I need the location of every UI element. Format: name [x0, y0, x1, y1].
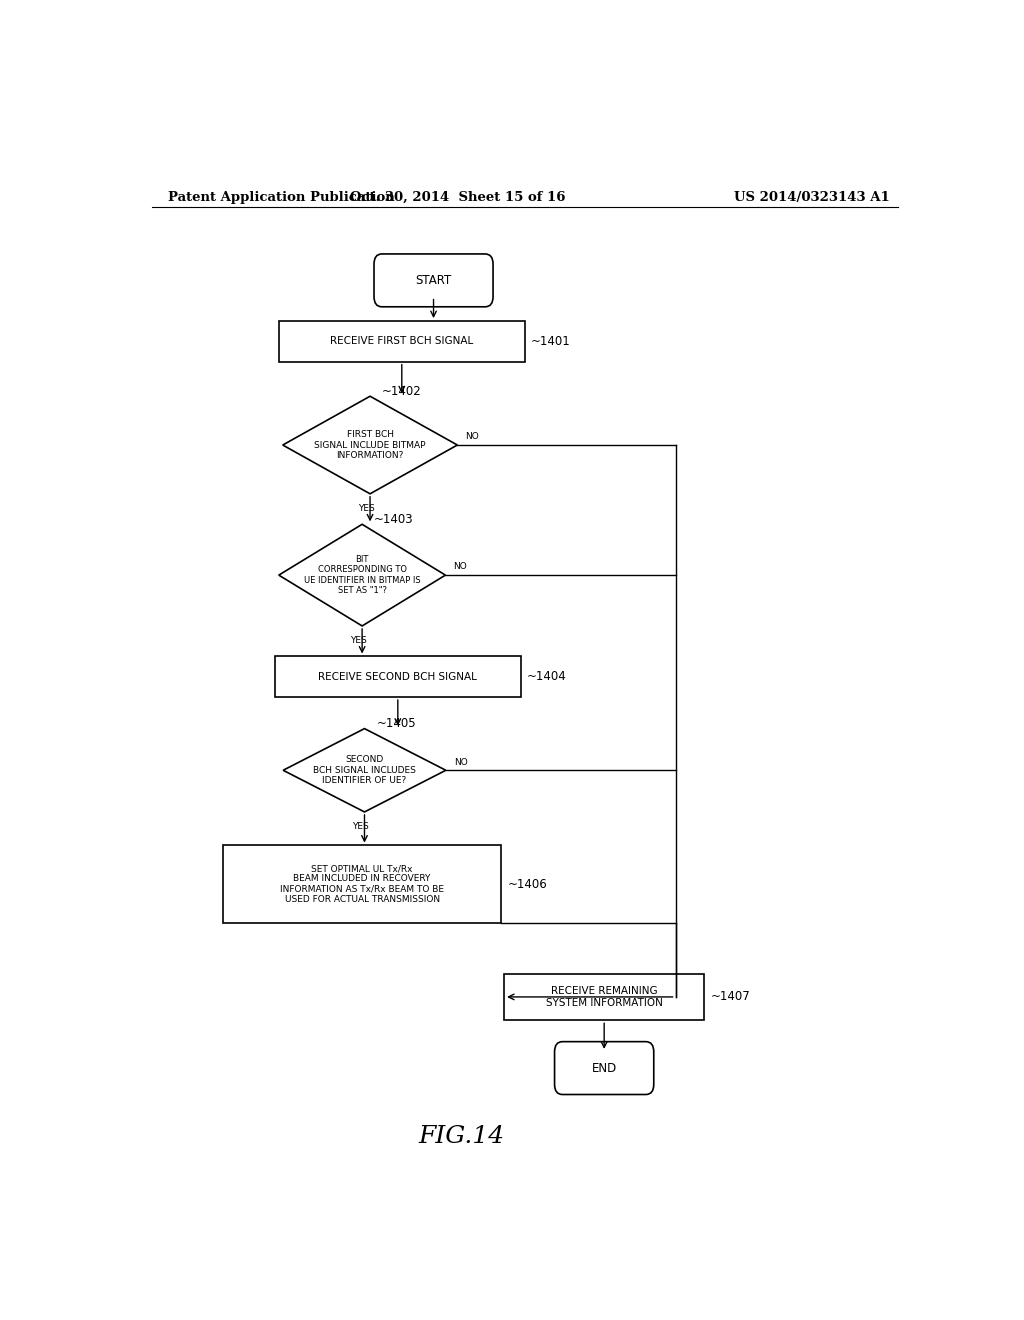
FancyBboxPatch shape [555, 1041, 653, 1094]
FancyBboxPatch shape [504, 974, 705, 1020]
Text: ~1402: ~1402 [382, 384, 422, 397]
Polygon shape [279, 524, 445, 626]
FancyBboxPatch shape [223, 846, 501, 923]
Text: SET OPTIMAL UL Tx/Rx
BEAM INCLUDED IN RECOVERY
INFORMATION AS Tx/Rx BEAM TO BE
U: SET OPTIMAL UL Tx/Rx BEAM INCLUDED IN RE… [281, 865, 444, 904]
FancyBboxPatch shape [374, 253, 494, 306]
Polygon shape [283, 396, 458, 494]
Text: ~1406: ~1406 [507, 878, 547, 891]
Text: END: END [592, 1061, 616, 1074]
Polygon shape [284, 729, 445, 812]
Text: YES: YES [352, 822, 369, 832]
Text: FIRST BCH
SIGNAL INCLUDE BITMAP
INFORMATION?: FIRST BCH SIGNAL INCLUDE BITMAP INFORMAT… [314, 430, 426, 459]
Text: ~1401: ~1401 [531, 335, 571, 348]
Text: NO: NO [454, 562, 467, 572]
Text: YES: YES [357, 504, 375, 513]
Text: FIG.14: FIG.14 [418, 1125, 505, 1147]
Text: ~1405: ~1405 [377, 717, 416, 730]
Text: ~1407: ~1407 [711, 990, 751, 1003]
Text: YES: YES [350, 636, 367, 645]
Text: NO: NO [465, 433, 479, 441]
Text: RECEIVE FIRST BCH SIGNAL: RECEIVE FIRST BCH SIGNAL [330, 337, 473, 346]
FancyBboxPatch shape [274, 656, 521, 697]
Text: Patent Application Publication: Patent Application Publication [168, 190, 394, 203]
Text: RECEIVE REMAINING
SYSTEM INFORMATION: RECEIVE REMAINING SYSTEM INFORMATION [546, 986, 663, 1007]
Text: Oct. 30, 2014  Sheet 15 of 16: Oct. 30, 2014 Sheet 15 of 16 [349, 190, 565, 203]
Text: ~1404: ~1404 [527, 671, 567, 684]
Text: START: START [416, 273, 452, 286]
Text: ~1403: ~1403 [374, 512, 414, 525]
Text: BIT
CORRESPONDING TO
UE IDENTIFIER IN BITMAP IS
SET AS "1"?: BIT CORRESPONDING TO UE IDENTIFIER IN BI… [304, 554, 421, 595]
FancyBboxPatch shape [279, 321, 524, 362]
Text: NO: NO [454, 758, 468, 767]
Text: US 2014/0323143 A1: US 2014/0323143 A1 [734, 190, 890, 203]
Text: RECEIVE SECOND BCH SIGNAL: RECEIVE SECOND BCH SIGNAL [318, 672, 477, 681]
Text: SECOND
BCH SIGNAL INCLUDES
IDENTIFIER OF UE?: SECOND BCH SIGNAL INCLUDES IDENTIFIER OF… [313, 755, 416, 785]
